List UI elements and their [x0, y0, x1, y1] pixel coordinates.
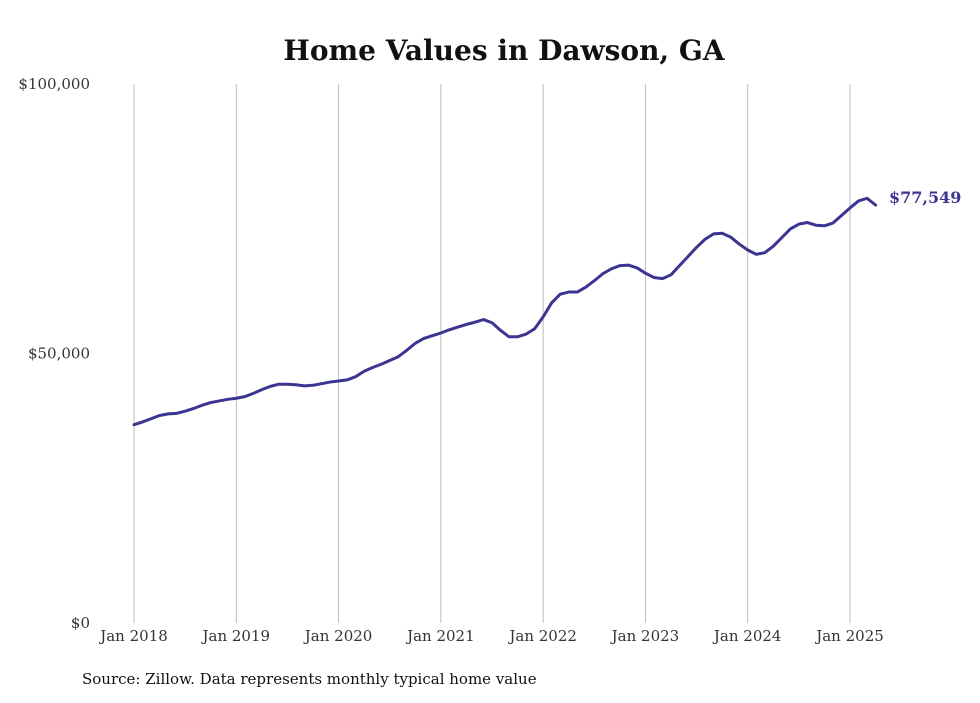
x-tick-label: Jan 2019	[201, 627, 271, 645]
chart-title: Home Values in Dawson, GA	[283, 34, 725, 67]
x-tick-label: Jan 2024	[712, 627, 782, 645]
y-tick-label: $0	[71, 614, 90, 632]
y-tick-label: $50,000	[28, 345, 90, 363]
series-line-group	[132, 196, 878, 427]
x-tick-label: Jan 2018	[98, 627, 168, 645]
y-axis: $0 $50,000 $100,000	[18, 75, 90, 632]
x-tick-label: Jan 2025	[814, 627, 884, 645]
grid-lines	[133, 84, 851, 623]
series-line-0	[132, 196, 878, 427]
end-value-label: $77,549	[889, 188, 961, 207]
source-note: Source: Zillow. Data represents monthly …	[82, 670, 537, 688]
x-tick-label: Jan 2020	[303, 627, 373, 645]
x-axis: Jan 2018 Jan 2019 Jan 2020 Jan 2021 Jan 2022…	[98, 627, 884, 645]
x-tick-label: Jan 2022	[507, 627, 577, 645]
y-tick-label: $100,000	[18, 75, 90, 93]
x-tick-label: Jan 2023	[610, 627, 680, 645]
x-tick-label: Jan 2021	[405, 627, 475, 645]
